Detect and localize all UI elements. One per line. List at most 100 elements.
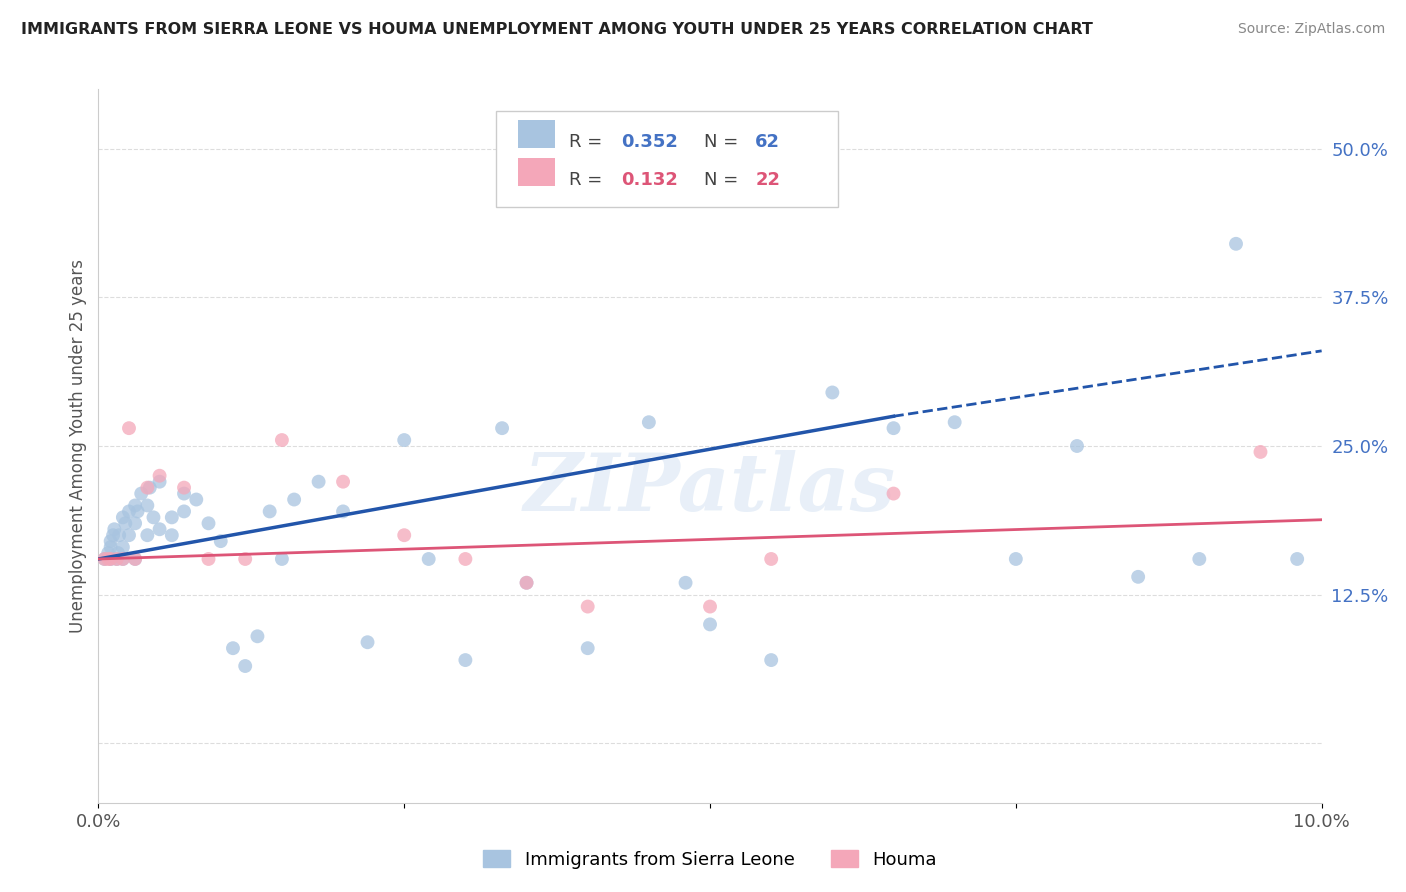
Point bbox=[173, 504, 195, 518]
Point bbox=[100, 552, 122, 566]
Point bbox=[97, 552, 120, 566]
Point bbox=[759, 653, 782, 667]
Point bbox=[246, 629, 269, 643]
Point bbox=[173, 481, 195, 495]
Point bbox=[101, 528, 124, 542]
Text: 22: 22 bbox=[755, 171, 780, 189]
Point bbox=[136, 499, 159, 513]
Point bbox=[222, 641, 245, 656]
Point bbox=[124, 499, 146, 513]
Point bbox=[233, 552, 256, 566]
Point bbox=[124, 552, 146, 566]
Point bbox=[491, 421, 513, 435]
Point bbox=[883, 421, 905, 435]
Point bbox=[124, 516, 146, 531]
Point bbox=[943, 415, 966, 429]
Text: N =: N = bbox=[704, 133, 744, 151]
Point bbox=[516, 575, 538, 590]
Point bbox=[233, 659, 256, 673]
Point bbox=[454, 653, 477, 667]
Point bbox=[149, 468, 172, 483]
Point bbox=[105, 552, 128, 566]
Point bbox=[759, 552, 782, 566]
Point bbox=[100, 540, 122, 554]
Point bbox=[149, 475, 172, 489]
Point bbox=[821, 385, 844, 400]
Point bbox=[637, 415, 661, 429]
Point bbox=[576, 641, 599, 656]
Point bbox=[129, 486, 152, 500]
Point bbox=[149, 522, 172, 536]
Point bbox=[270, 433, 292, 447]
Point bbox=[97, 546, 120, 560]
Point bbox=[197, 552, 219, 566]
Point bbox=[332, 504, 354, 518]
Point bbox=[142, 510, 165, 524]
Point bbox=[93, 552, 115, 566]
Point bbox=[1225, 236, 1247, 251]
Point bbox=[197, 516, 219, 531]
Point bbox=[108, 528, 131, 542]
Point bbox=[209, 534, 232, 549]
Point bbox=[111, 540, 134, 554]
Point bbox=[283, 492, 305, 507]
Text: N =: N = bbox=[704, 171, 744, 189]
Point bbox=[418, 552, 440, 566]
Point bbox=[160, 510, 183, 524]
Point bbox=[118, 528, 141, 542]
Point bbox=[127, 504, 149, 518]
Point bbox=[100, 534, 122, 549]
Point bbox=[675, 575, 697, 590]
Point bbox=[356, 635, 378, 649]
Point bbox=[332, 475, 354, 489]
FancyBboxPatch shape bbox=[517, 120, 555, 148]
Point bbox=[103, 522, 125, 536]
Point bbox=[111, 510, 134, 524]
Text: 62: 62 bbox=[755, 133, 780, 151]
Point bbox=[392, 433, 416, 447]
Text: ZIPatlas: ZIPatlas bbox=[524, 450, 896, 527]
Point bbox=[1004, 552, 1026, 566]
Point bbox=[139, 481, 162, 495]
Point bbox=[1066, 439, 1088, 453]
Point bbox=[136, 528, 159, 542]
Point bbox=[114, 516, 136, 531]
Point bbox=[454, 552, 477, 566]
Point bbox=[100, 552, 122, 566]
Point bbox=[173, 486, 195, 500]
Text: IMMIGRANTS FROM SIERRA LEONE VS HOUMA UNEMPLOYMENT AMONG YOUTH UNDER 25 YEARS CO: IMMIGRANTS FROM SIERRA LEONE VS HOUMA UN… bbox=[21, 22, 1092, 37]
Point bbox=[576, 599, 599, 614]
Point bbox=[259, 504, 281, 518]
Point bbox=[136, 481, 159, 495]
Text: 0.132: 0.132 bbox=[620, 171, 678, 189]
Point bbox=[699, 617, 721, 632]
Point bbox=[118, 421, 141, 435]
Point bbox=[105, 552, 128, 566]
Point bbox=[1188, 552, 1211, 566]
Point bbox=[1128, 570, 1150, 584]
Text: R =: R = bbox=[569, 133, 609, 151]
FancyBboxPatch shape bbox=[517, 158, 555, 186]
Point bbox=[93, 552, 115, 566]
Text: R =: R = bbox=[569, 171, 609, 189]
Point bbox=[308, 475, 330, 489]
Point bbox=[111, 552, 134, 566]
Point bbox=[516, 575, 538, 590]
FancyBboxPatch shape bbox=[496, 111, 838, 207]
Point bbox=[118, 504, 141, 518]
Point bbox=[699, 599, 721, 614]
Point bbox=[111, 552, 134, 566]
Text: Source: ZipAtlas.com: Source: ZipAtlas.com bbox=[1237, 22, 1385, 37]
Point bbox=[1249, 445, 1271, 459]
Point bbox=[124, 552, 146, 566]
Point bbox=[1286, 552, 1309, 566]
Point bbox=[270, 552, 292, 566]
Y-axis label: Unemployment Among Youth under 25 years: Unemployment Among Youth under 25 years bbox=[69, 259, 87, 633]
Text: 0.352: 0.352 bbox=[620, 133, 678, 151]
Legend: Immigrants from Sierra Leone, Houma: Immigrants from Sierra Leone, Houma bbox=[477, 843, 943, 876]
Point bbox=[883, 486, 905, 500]
Point bbox=[107, 546, 129, 560]
Point bbox=[392, 528, 416, 542]
Point bbox=[160, 528, 183, 542]
Point bbox=[186, 492, 208, 507]
